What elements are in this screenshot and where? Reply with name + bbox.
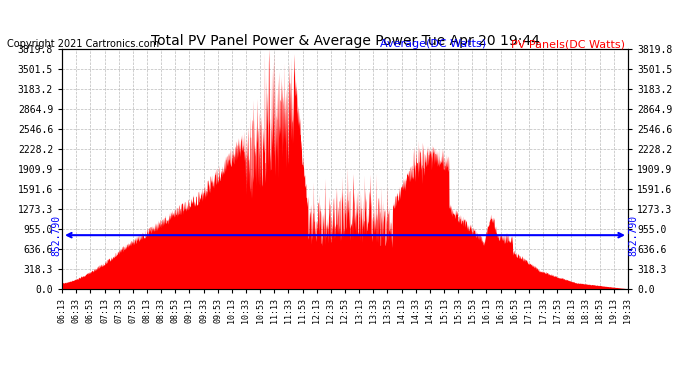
Text: 852.790: 852.790 (52, 214, 61, 256)
Text: Average(DC Watts): Average(DC Watts) (380, 39, 486, 50)
Text: 852.790: 852.790 (629, 214, 638, 256)
Text: Copyright 2021 Cartronics.com: Copyright 2021 Cartronics.com (7, 39, 159, 50)
Title: Total PV Panel Power & Average Power Tue Apr 20 19:44: Total PV Panel Power & Average Power Tue… (150, 34, 540, 48)
Text: PV Panels(DC Watts): PV Panels(DC Watts) (511, 39, 624, 50)
